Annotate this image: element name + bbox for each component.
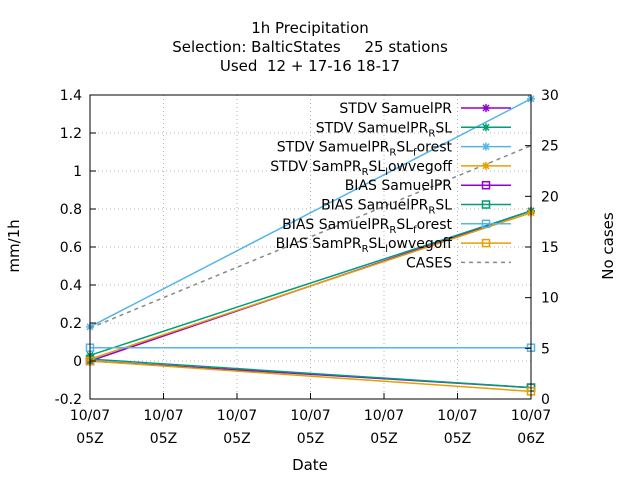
x-tick-label-hour: 06Z xyxy=(517,431,544,447)
x-tick-label-hour: 05Z xyxy=(444,431,471,447)
square-marker xyxy=(481,180,491,190)
square-marker xyxy=(481,200,491,209)
y2-tick-label: 20 xyxy=(541,189,559,205)
star-marker xyxy=(482,104,490,112)
series-line xyxy=(89,360,532,393)
legend-label: STDV SamuelPRRSLforest xyxy=(277,140,453,159)
y-tick-label: 0.2 xyxy=(60,316,82,332)
legend-label: STDV SamuelPRRSL xyxy=(316,120,452,139)
star-marker xyxy=(482,123,490,132)
legend-label: BIAS SamuelPRRSL xyxy=(321,198,452,217)
y2-tick-label: 30 xyxy=(541,88,559,104)
series-6 xyxy=(85,343,536,352)
series-line xyxy=(89,210,532,357)
legend-entry-8: CASES xyxy=(406,255,511,271)
x-tick-label-date: 10/07 xyxy=(70,408,110,424)
series-line xyxy=(89,212,532,360)
legend-entry-6: BIAS SamuelPRRSLforest xyxy=(282,217,511,236)
x-tick-label-hour: 05Z xyxy=(370,431,397,447)
y2-tick-label: 15 xyxy=(541,240,559,256)
y-axis-label: mm/1h xyxy=(5,219,23,272)
legend-label: BIAS SamuelPR xyxy=(345,178,453,194)
legend-entry-5: BIAS SamuelPRRSL xyxy=(321,198,511,217)
x-tick-label-hour: 05Z xyxy=(297,431,324,447)
grid xyxy=(90,95,531,399)
legend-entry-7: BIAS SamPRRSLlowvegoff xyxy=(276,236,511,255)
legend-entry-2: STDV SamuelPRRSLforest xyxy=(277,140,511,159)
x-tick-label-date: 10/07 xyxy=(143,408,183,424)
legend-label: CASES xyxy=(406,255,452,271)
x-tick-label-hour: 05Z xyxy=(223,431,250,447)
x-tick-label-date: 10/07 xyxy=(511,408,551,424)
y-tick-label: 0.4 xyxy=(60,278,82,294)
square-marker xyxy=(481,238,491,248)
square-marker xyxy=(481,219,491,229)
legend-label: BIAS SamuelPRRSLforest xyxy=(282,217,452,236)
series-line xyxy=(89,358,532,389)
y2-tick-label: 25 xyxy=(541,139,559,155)
x-tick-label-date: 10/07 xyxy=(437,408,477,424)
y2-tick-label: 0 xyxy=(541,392,550,408)
series-line xyxy=(89,98,532,328)
legend-label: STDV SamPRRSLlowvegoff xyxy=(270,159,452,178)
x-tick-label-date: 10/07 xyxy=(364,408,404,424)
star-marker xyxy=(482,142,490,151)
chart-title-line-1: 1h Precipitation xyxy=(251,19,369,37)
y-tick-label: 0.8 xyxy=(60,202,82,218)
axis-ticks: -0.2 0 0.2 0.4 0.6 0.8 1 1.2 1.4 0 5 10 15 20 25 30 10/0… xyxy=(55,88,559,447)
y2-axis-label: No cases xyxy=(599,212,617,280)
legend-entry-4: BIAS SamuelPR xyxy=(345,178,511,194)
x-tick-label-date: 10/07 xyxy=(290,408,330,424)
legend-label: STDV SamuelPR xyxy=(339,101,452,117)
chart-title-line-2: Selection: BalticStates 25 stations xyxy=(172,38,448,56)
y-tick-label: 0.6 xyxy=(60,240,82,256)
x-tick-label-date: 10/07 xyxy=(217,408,257,424)
star-marker xyxy=(482,161,490,170)
y2-tick-label: 10 xyxy=(541,291,559,307)
x-tick-label-hour: 05Z xyxy=(150,431,177,447)
legend-entry-0: STDV SamuelPR xyxy=(339,101,511,117)
legend-entry-3: STDV SamPRRSLlowvegoff xyxy=(270,159,511,178)
legend-label: BIAS SamPRRSLlowvegoff xyxy=(276,236,453,255)
x-axis-label: Date xyxy=(292,456,328,474)
legend-entry-1: STDV SamuelPRRSL xyxy=(316,120,511,139)
y-tick-label: 1.2 xyxy=(60,126,82,142)
chart-title-line-3: Used 12 + 17-16 18-17 xyxy=(220,57,400,75)
y-tick-label: 0 xyxy=(73,354,82,370)
x-tick-label-hour: 05Z xyxy=(76,431,103,447)
y-tick-label: -0.2 xyxy=(55,392,82,408)
y2-tick-label: 5 xyxy=(541,341,550,357)
y-tick-label: 1.4 xyxy=(60,88,82,104)
y-tick-label: 1 xyxy=(73,164,82,180)
